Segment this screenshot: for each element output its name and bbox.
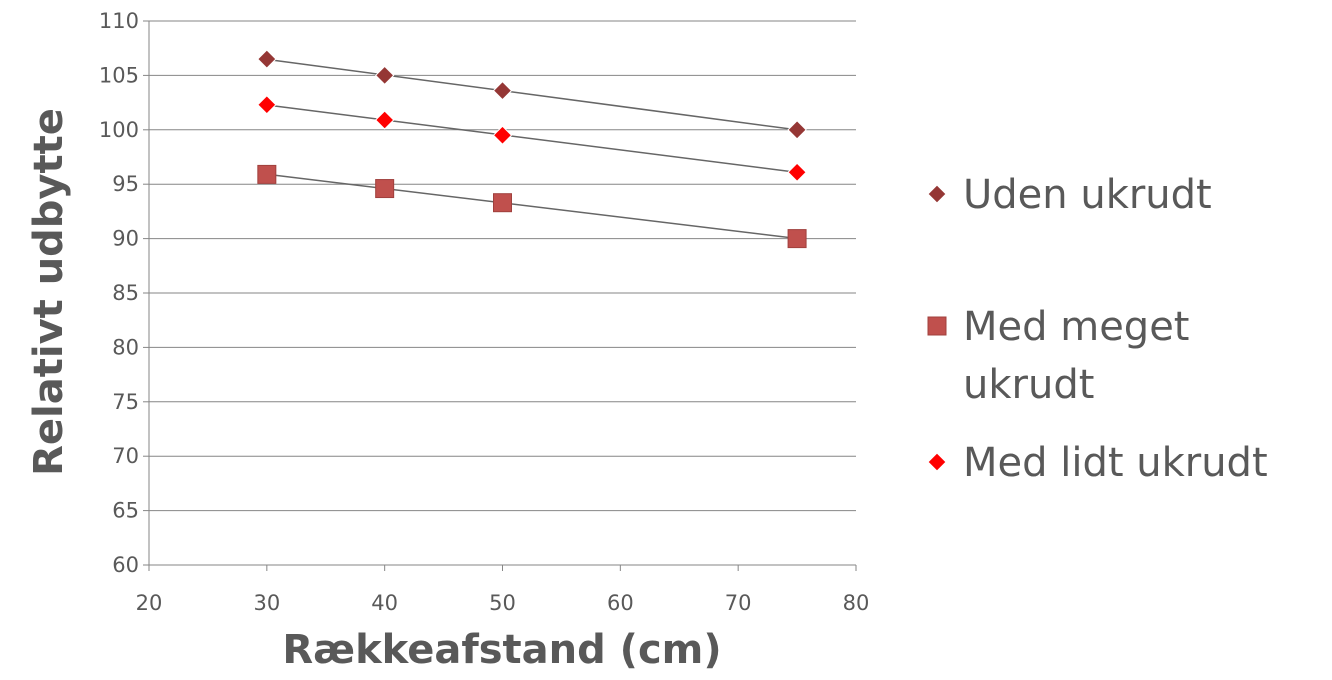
y-tick-label: 100: [99, 118, 139, 142]
x-tick-labels: 20 30 40 50 60 70 80: [136, 591, 870, 615]
x-tick-label: 50: [489, 591, 516, 615]
y-tick-label: 95: [112, 172, 139, 196]
data-point: [374, 65, 395, 86]
legend-entry-line: Med lidt ukrudt: [963, 440, 1268, 486]
x-tick-label: 60: [607, 591, 634, 615]
data-point: [374, 110, 395, 130]
y-tick-label: 110: [99, 9, 139, 33]
trendline: [266, 173, 798, 240]
y-tick-label: 85: [112, 281, 139, 305]
trendlines: [266, 58, 798, 240]
y-tick-label: 75: [112, 390, 139, 414]
y-tick-label: 60: [112, 553, 139, 577]
legend-entry: Uden ukrudt: [963, 172, 1212, 218]
axes: [143, 20, 857, 571]
y-tick-labels: 60 65 70 75 80 85 90 95 100 105 110: [99, 9, 139, 577]
data-point: [493, 193, 512, 213]
y-tick-label: 105: [99, 63, 139, 87]
y-tick-label: 80: [112, 335, 139, 359]
legend: Uden ukrudt Med meget ukrudt Med lidt ukrud…: [927, 172, 1268, 486]
y-tick-label: 70: [112, 444, 139, 468]
legend-entry: Med lidt ukrudt: [963, 440, 1268, 486]
x-axis-title: Rækkeafstand (cm): [282, 627, 721, 673]
data-point: [257, 95, 277, 115]
data-point: [492, 80, 513, 101]
legend-entry: Med meget ukrudt: [963, 304, 1189, 408]
data-point: [257, 49, 277, 69]
data-point: [787, 120, 807, 140]
legend-marker: [927, 184, 947, 204]
x-tick-label: 20: [136, 591, 163, 615]
y-tick-label: 65: [112, 499, 139, 523]
data-point: [492, 125, 513, 145]
data-point: [787, 162, 807, 182]
data-point: [257, 164, 277, 184]
legend-entry-line: Uden ukrudt: [963, 172, 1212, 218]
data-point: [375, 179, 395, 199]
legend-marker: [927, 316, 947, 336]
x-tick-label: 40: [371, 591, 398, 615]
y-tick-label: 90: [112, 227, 139, 251]
legend-entry-line: ukrudt: [963, 362, 1094, 408]
legend-entry-line: Med meget: [963, 304, 1189, 350]
trendline: [266, 58, 798, 131]
x-tick-label: 80: [843, 591, 870, 615]
y-axis-title: Relativt udbytte: [26, 108, 72, 476]
gridlines: [149, 20, 856, 512]
trendline: [266, 104, 798, 174]
data-point: [787, 229, 807, 249]
x-tick-label: 30: [253, 591, 280, 615]
data-points: [257, 49, 807, 249]
x-tick-label: 70: [725, 591, 752, 615]
legend-marker: [927, 452, 947, 472]
